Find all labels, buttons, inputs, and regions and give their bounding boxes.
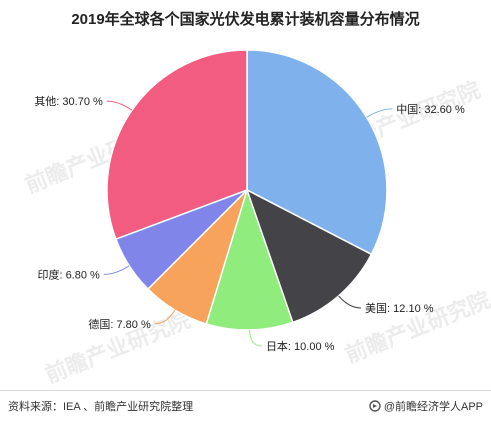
slice-label-5: 其他: 30.70 % bbox=[34, 95, 103, 108]
leader-line-5 bbox=[106, 100, 133, 111]
leader-line-0 bbox=[366, 108, 393, 118]
brand-text: @前瞻经济学人APP bbox=[383, 401, 483, 413]
slice-label-0: 中国: 32.60 % bbox=[396, 103, 465, 116]
slice-label-4: 印度: 6.80 % bbox=[37, 267, 100, 281]
leader-line-4 bbox=[103, 265, 130, 275]
leader-line-2 bbox=[249, 329, 262, 347]
source-text: 资料来源：IEA 、前瞻产业研究院整理 bbox=[8, 401, 194, 413]
pie-slice-1 bbox=[245, 188, 373, 324]
pie-chart: 中国: 32.60 % 美国: 12.10 % 日本: 10.00 % 德国: 7.8… bbox=[34, 49, 465, 353]
slice-label-3: 德国: 7.80 % bbox=[88, 317, 151, 331]
brand: @前瞻经济学人APP bbox=[369, 398, 483, 414]
chart-title: 2019年全球各个国家光伏发电累计装机容量分布情况 bbox=[71, 11, 420, 28]
slice-label-1: 美国: 12.10 % bbox=[365, 302, 434, 315]
leader-line-1 bbox=[338, 295, 362, 309]
footer: 资料来源：IEA 、前瞻产业研究院整理 @前瞻经济学人APP bbox=[0, 390, 491, 423]
leader-line-3 bbox=[154, 309, 176, 325]
slice-label-2: 日本: 10.00 % bbox=[266, 339, 335, 353]
brand-logo-icon bbox=[369, 400, 381, 412]
pie-slice-2 bbox=[205, 187, 294, 331]
pie-slice-0 bbox=[246, 49, 388, 256]
